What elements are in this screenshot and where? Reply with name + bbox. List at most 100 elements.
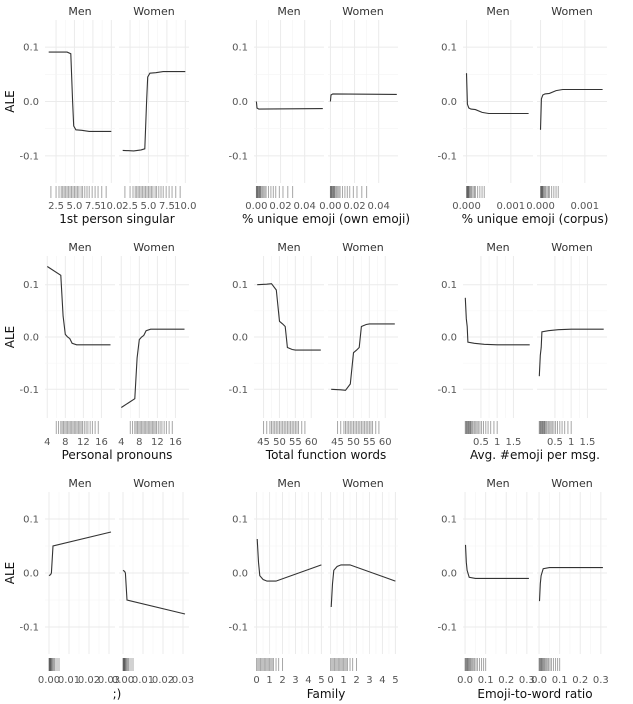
x-tick-label: 0.1 — [478, 675, 494, 686]
x-tick-label: 10.0 — [100, 201, 122, 212]
x-tick-label: 1 — [266, 675, 272, 686]
y-tick-label: 0.0 — [441, 97, 457, 108]
x-tick-label: 4 — [305, 675, 311, 686]
x-axis-label: ;) — [113, 687, 122, 701]
x-tick-label: 3 — [292, 675, 298, 686]
x-tick-label: 16 — [95, 437, 108, 448]
facet-strip-label: Women — [133, 241, 174, 254]
x-axis-label: Personal pronouns — [62, 448, 173, 462]
facet-panel-men: Men 0.00 0.02 0.04 — [245, 5, 324, 212]
x-tick-label: 0.03 — [98, 675, 120, 686]
y-tick-label: 0.0 — [232, 569, 248, 580]
x-tick-label: 55 — [289, 437, 302, 448]
rug-plot — [464, 658, 487, 671]
y-tick-label: 0.1 — [441, 515, 457, 526]
x-tick-label: 0.1 — [552, 675, 568, 686]
x-tick-label: 4 — [379, 675, 385, 686]
y-tick-label: -0.1 — [437, 623, 457, 634]
y-tick-label: -0.1 — [437, 151, 457, 162]
y-tick-label: 0.0 — [441, 569, 457, 580]
y-tick-label: 0.1 — [232, 43, 248, 54]
facet-panel-women: Women 2.5 5.0 7.5 10.0 — [119, 5, 196, 212]
y-tick-label: -0.1 — [228, 623, 248, 634]
x-tick-label: 2.5 — [122, 201, 138, 212]
x-tick-label: 8 — [136, 437, 142, 448]
x-tick-label: 12 — [77, 437, 90, 448]
rug-plot — [330, 658, 358, 671]
x-tick-label: 0.04 — [368, 201, 390, 212]
rug-plot — [55, 421, 99, 434]
x-tick-label: 2.5 — [48, 201, 64, 212]
ale-line-men — [465, 73, 529, 115]
facet-strip-label: Women — [133, 477, 174, 490]
ale-line-women — [122, 569, 186, 615]
facet-strip-label: Men — [277, 477, 300, 490]
facet-strip-label: Men — [486, 5, 509, 18]
ale-line-women — [539, 88, 603, 130]
y-tick-label: 0.1 — [23, 280, 39, 291]
x-tick-label: 45 — [331, 437, 344, 448]
facet-strip-label: Men — [277, 5, 300, 18]
chart-block-9: 0.1 0.0 -0.1 Men 0.0 0.1 0.2 0.3 Women 0.0 0.1 0.2 0… — [437, 477, 608, 701]
x-tick-label: 0.01 — [132, 675, 154, 686]
rug-plot — [337, 421, 380, 434]
x-axis-label: % unique emoji (corpus) — [462, 212, 609, 226]
x-tick-label: 0.00 — [245, 201, 267, 212]
ale-line-women — [330, 564, 396, 608]
x-axis-label: Total function words — [265, 448, 386, 462]
facet-strip-label: Women — [133, 5, 174, 18]
rug-plot — [466, 186, 485, 198]
facet-strip-label: Women — [551, 5, 592, 18]
rug-plot — [538, 658, 561, 671]
rug-plot — [48, 658, 60, 671]
facet-strip-label: Women — [342, 5, 383, 18]
x-tick-label: 0.2 — [572, 675, 588, 686]
y-tick-label: -0.1 — [19, 385, 39, 396]
y-tick-label: 0.1 — [232, 280, 248, 291]
facet-strip-label: Men — [486, 241, 509, 254]
x-tick-label: 0.02 — [78, 675, 100, 686]
ale-line-men — [257, 283, 321, 351]
x-tick-label: 0.000 — [526, 201, 555, 212]
x-tick-label: 0.00 — [112, 675, 134, 686]
x-tick-label: 1 — [568, 437, 574, 448]
rug-plot — [124, 186, 181, 198]
rug-plot — [256, 658, 284, 671]
facet-strip-label: Men — [68, 477, 91, 490]
y-tick-label: 0.1 — [441, 43, 457, 54]
x-tick-label: 0.0 — [531, 675, 547, 686]
y-tick-label: 0.1 — [232, 515, 248, 526]
ale-line-women — [538, 567, 603, 602]
x-tick-label: 0.02 — [269, 201, 291, 212]
ale-line-women — [122, 71, 186, 152]
y-tick-label: 0.1 — [23, 43, 39, 54]
facet-panel-women: Women 0.00 0.02 0.04 — [319, 5, 398, 212]
x-tick-label: 5 — [318, 675, 324, 686]
x-tick-label: 45 — [257, 437, 270, 448]
x-tick-label: 0.0 — [457, 675, 473, 686]
y-tick-label: 0.0 — [23, 97, 39, 108]
facet-strip-label: Men — [68, 241, 91, 254]
ale-line-men — [256, 538, 322, 582]
facet-panel-men: Men 4 8 12 16 — [44, 241, 115, 448]
x-tick-label: 1.5 — [580, 437, 596, 448]
x-tick-label: 0.001 — [571, 201, 600, 212]
y-tick-label: -0.1 — [228, 385, 248, 396]
x-tick-label: 50 — [347, 437, 360, 448]
rug-plot — [540, 186, 559, 198]
x-axis-label: Avg. #emoji per msg. — [470, 448, 600, 462]
rug-plot — [329, 186, 368, 198]
rug-plot — [129, 421, 173, 434]
facet-panel-women: Women 4 8 12 16 — [118, 241, 189, 448]
y-tick-label: -0.1 — [19, 623, 39, 634]
x-tick-label: 60 — [379, 437, 392, 448]
x-tick-label: 0.2 — [498, 675, 514, 686]
y-tick-label: -0.1 — [228, 151, 248, 162]
x-axis-label: Emoji-to-word ratio — [477, 687, 592, 701]
y-tick-label: 0.1 — [23, 515, 39, 526]
